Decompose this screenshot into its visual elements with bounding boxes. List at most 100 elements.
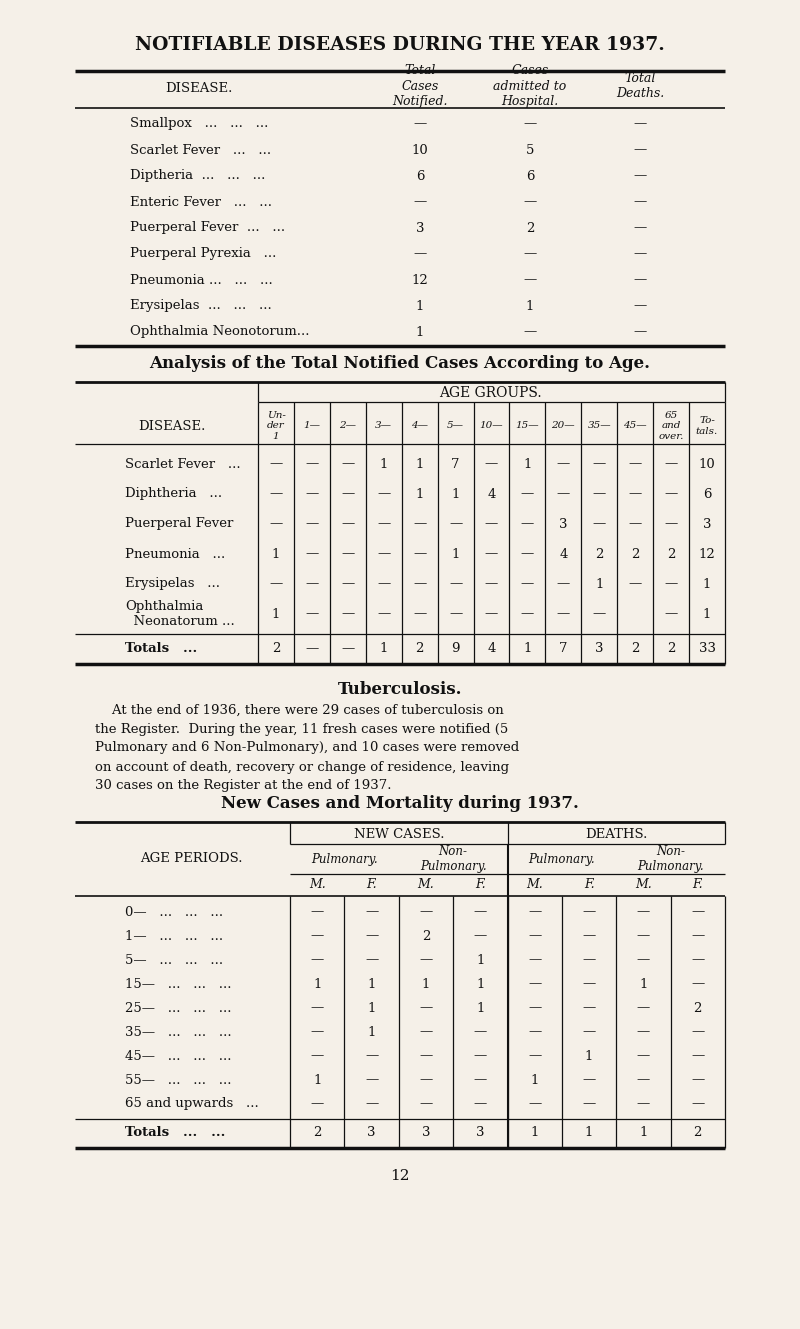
Text: —: — bbox=[365, 905, 378, 918]
Text: —: — bbox=[582, 1026, 596, 1038]
Text: —: — bbox=[634, 195, 646, 209]
Text: 12: 12 bbox=[390, 1170, 410, 1183]
Text: Total
Cases
Notified.: Total Cases Notified. bbox=[392, 65, 448, 108]
Text: F.: F. bbox=[366, 878, 377, 892]
Text: —: — bbox=[528, 953, 542, 966]
Text: —: — bbox=[637, 1074, 650, 1087]
Text: —: — bbox=[629, 488, 642, 501]
Text: —: — bbox=[528, 978, 542, 990]
Text: —: — bbox=[521, 548, 534, 561]
Text: —: — bbox=[629, 457, 642, 470]
Text: —: — bbox=[691, 929, 705, 942]
Text: DEATHS.: DEATHS. bbox=[585, 828, 647, 840]
Text: 45—   ...   ...   ...: 45— ... ... ... bbox=[125, 1050, 231, 1062]
Text: 33: 33 bbox=[698, 642, 715, 655]
Text: —: — bbox=[413, 517, 426, 530]
Text: —: — bbox=[528, 1026, 542, 1038]
Text: Un-
der
1: Un- der 1 bbox=[266, 411, 286, 441]
Text: —: — bbox=[310, 1026, 324, 1038]
Text: 1: 1 bbox=[416, 299, 424, 312]
Text: 45—: 45— bbox=[623, 421, 647, 431]
Text: 2: 2 bbox=[313, 1127, 322, 1139]
Text: M.: M. bbox=[418, 878, 434, 892]
Text: —: — bbox=[377, 548, 390, 561]
Text: Erysipelas   ...: Erysipelas ... bbox=[125, 578, 220, 590]
Text: —: — bbox=[582, 1074, 596, 1087]
Text: NOTIFIABLE DISEASES DURING THE YEAR 1937.: NOTIFIABLE DISEASES DURING THE YEAR 1937… bbox=[135, 36, 665, 54]
Text: —: — bbox=[419, 1002, 433, 1014]
Text: 6: 6 bbox=[526, 170, 534, 182]
Text: 10—: 10— bbox=[480, 421, 503, 431]
Text: —: — bbox=[414, 247, 426, 260]
Text: —: — bbox=[419, 1026, 433, 1038]
Text: Totals   ...   ...: Totals ... ... bbox=[125, 1127, 226, 1139]
Text: 2: 2 bbox=[422, 929, 430, 942]
Text: Pulmonary.: Pulmonary. bbox=[311, 852, 378, 865]
Text: AGE GROUPS.: AGE GROUPS. bbox=[438, 385, 542, 400]
Text: —: — bbox=[449, 517, 462, 530]
Text: New Cases and Mortality during 1937.: New Cases and Mortality during 1937. bbox=[221, 796, 579, 812]
Text: —: — bbox=[485, 548, 498, 561]
Text: 1: 1 bbox=[476, 978, 485, 990]
Text: —: — bbox=[637, 905, 650, 918]
Text: —: — bbox=[528, 929, 542, 942]
Text: 1: 1 bbox=[585, 1127, 594, 1139]
Text: 10: 10 bbox=[698, 457, 715, 470]
Text: —: — bbox=[341, 457, 354, 470]
Text: —: — bbox=[665, 607, 678, 621]
Text: —: — bbox=[310, 1098, 324, 1111]
Text: 1: 1 bbox=[367, 1002, 376, 1014]
Text: 3—: 3— bbox=[375, 421, 392, 431]
Text: —: — bbox=[341, 642, 354, 655]
Text: —: — bbox=[593, 488, 606, 501]
Text: —: — bbox=[528, 905, 542, 918]
Text: —: — bbox=[629, 578, 642, 590]
Text: 10: 10 bbox=[412, 144, 428, 157]
Text: M.: M. bbox=[526, 878, 543, 892]
Text: Puerperal Pyrexia   ...: Puerperal Pyrexia ... bbox=[130, 247, 276, 260]
Text: 7: 7 bbox=[559, 642, 567, 655]
Text: 1: 1 bbox=[703, 607, 711, 621]
Text: 65 and upwards   ...: 65 and upwards ... bbox=[125, 1098, 258, 1111]
Text: 15—   ...   ...   ...: 15— ... ... ... bbox=[125, 978, 231, 990]
Text: 1: 1 bbox=[379, 457, 388, 470]
Text: F.: F. bbox=[693, 878, 703, 892]
Text: —: — bbox=[474, 905, 487, 918]
Text: 2: 2 bbox=[667, 642, 675, 655]
Text: —: — bbox=[485, 517, 498, 530]
Text: —: — bbox=[419, 1098, 433, 1111]
Text: —: — bbox=[377, 488, 390, 501]
Text: —: — bbox=[449, 607, 462, 621]
Text: —: — bbox=[310, 953, 324, 966]
Text: 5—: 5— bbox=[447, 421, 464, 431]
Text: —: — bbox=[306, 607, 318, 621]
Text: —: — bbox=[665, 517, 678, 530]
Text: —: — bbox=[485, 578, 498, 590]
Text: 1: 1 bbox=[313, 978, 322, 990]
Text: —: — bbox=[634, 274, 646, 287]
Text: —: — bbox=[593, 457, 606, 470]
Text: —: — bbox=[582, 1002, 596, 1014]
Text: 9: 9 bbox=[451, 642, 460, 655]
Text: 1: 1 bbox=[476, 1002, 485, 1014]
Text: —: — bbox=[634, 170, 646, 182]
Text: 20—: 20— bbox=[551, 421, 575, 431]
Text: DISEASE.: DISEASE. bbox=[165, 82, 232, 96]
Text: 2: 2 bbox=[631, 548, 639, 561]
Text: —: — bbox=[665, 578, 678, 590]
Text: DISEASE.: DISEASE. bbox=[138, 420, 206, 432]
Text: Puerperal Fever  ...   ...: Puerperal Fever ... ... bbox=[130, 222, 285, 234]
Text: Pneumonia   ...: Pneumonia ... bbox=[125, 548, 226, 561]
Text: 1: 1 bbox=[451, 488, 460, 501]
Text: —: — bbox=[634, 247, 646, 260]
Text: —: — bbox=[485, 607, 498, 621]
Text: Non-
Pulmonary.: Non- Pulmonary. bbox=[638, 845, 704, 873]
Text: —: — bbox=[341, 607, 354, 621]
Text: —: — bbox=[306, 488, 318, 501]
Text: —: — bbox=[270, 578, 282, 590]
Text: —: — bbox=[557, 488, 570, 501]
Text: 12: 12 bbox=[698, 548, 715, 561]
Text: —: — bbox=[270, 488, 282, 501]
Text: Analysis of the Total Notified Cases According to Age.: Analysis of the Total Notified Cases Acc… bbox=[150, 355, 650, 372]
Text: on account of death, recovery or change of residence, leaving: on account of death, recovery or change … bbox=[95, 760, 509, 773]
